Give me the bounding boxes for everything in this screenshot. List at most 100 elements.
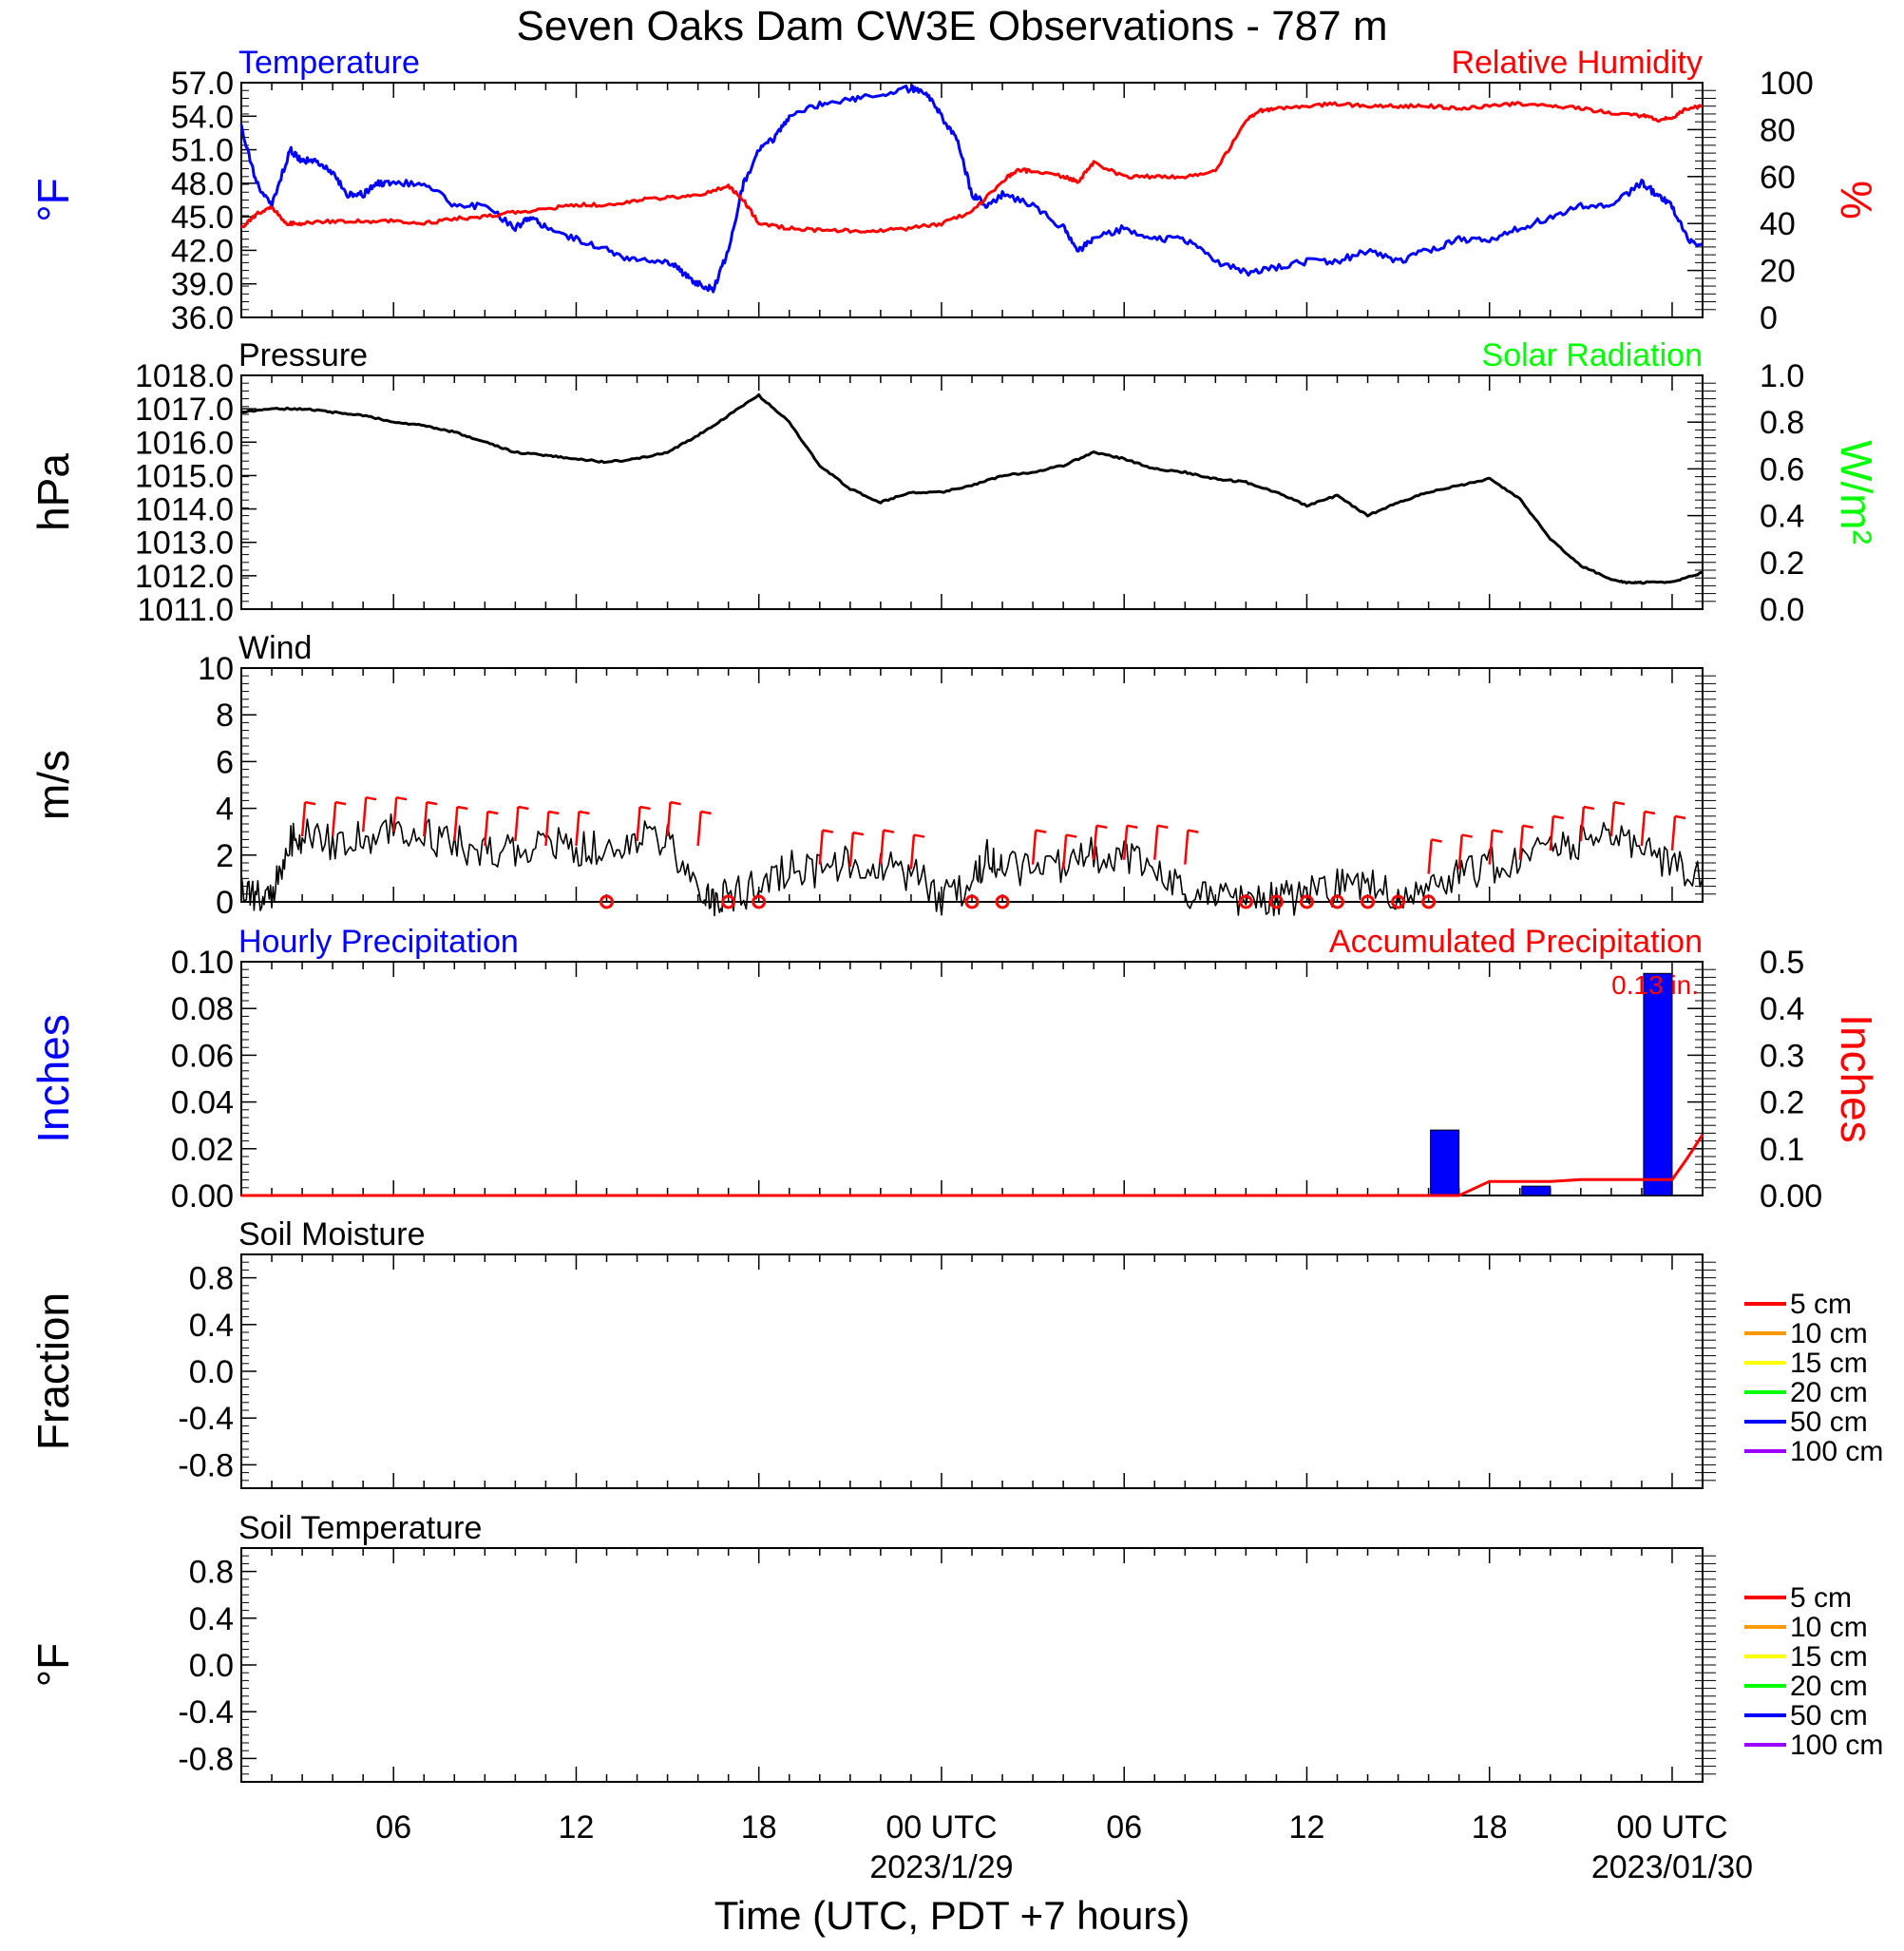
legend-label: 20 cm [1790,1377,1868,1408]
wind-barb-flag [1552,814,1565,820]
y-right-tick-label: 0.4 [1760,499,1804,535]
wind-barb [514,806,520,842]
plot-frame [240,1253,1704,1489]
panel-title-left: Soil Moisture [238,1216,426,1253]
legend-label: 5 cm [1790,1289,1852,1320]
pressure-line [240,392,1704,585]
y-tick-label: 51.0 [171,133,234,169]
wind-speed-line [240,813,1704,917]
hourly-precip-bar [1643,972,1673,1196]
y-right-tick-label: 100 [1760,66,1814,102]
y-right-tick-label: 0.6 [1760,451,1804,488]
humidity-line [240,101,1704,234]
calm-wind-marker [752,894,767,909]
y-axis-title-right: Inches [1832,1014,1881,1143]
calm-wind-marker [1391,894,1406,909]
wind-barb-flag [1492,829,1503,833]
legend-label: 100 cm [1790,1436,1883,1467]
legend-label: 10 cm [1790,1318,1868,1349]
calm-wind-marker [995,894,1010,909]
y-axis-title-left: Fraction [29,1292,78,1450]
legend-label: 50 cm [1790,1406,1868,1438]
plot-frame [240,1547,1704,1783]
wind-barb-flag [1431,838,1442,843]
wind-barb [1518,825,1524,860]
y-right-tick-label: 20 [1760,254,1796,290]
wind-barb [484,811,489,847]
wind-barb-flag [304,800,316,806]
wind-barb-flag [913,833,925,838]
chart-title: Seven Oaks Dam CW3E Observations - 787 m [517,3,1388,49]
y-tick-label: -0.8 [178,1447,234,1483]
wind-barb-flag [395,795,408,801]
panel-title-left: Hourly Precipitation [238,924,519,960]
wind-barb [1153,825,1159,860]
y-tick-label: 6 [216,744,234,780]
y-tick-label: -0.4 [178,1401,234,1437]
panel-title-right: Accumulated Precipitation [1329,924,1703,960]
y-tick-label: 0 [216,885,234,921]
wind-barb-flag [548,810,560,815]
y-tick-label: 45.0 [171,200,234,236]
calm-wind-marker [1268,894,1284,909]
wind-barb [575,811,581,847]
wind-barb [1184,830,1190,865]
wind-barb [1122,825,1129,860]
wind-barb [361,797,368,832]
y-tick-label: 39.0 [171,267,234,303]
panel-temperature: 57.054.051.048.045.042.039.036.0 100 80 60 4… [29,45,1881,336]
wind-barb-flag [1613,800,1626,806]
x-axis-label: Time (UTC, PDT +7 hours) [714,1893,1190,1938]
calm-wind-marker [1238,894,1253,909]
hourly-precip-bar [1521,1185,1552,1196]
panel-wind: 10 8 6 4 2 0 Wind m/s [29,630,1716,921]
wind-barb [331,802,337,837]
wind-barb-flag [1188,829,1199,833]
x-tick-label: 12 [559,1809,595,1846]
calm-wind-marker [1361,894,1376,909]
legend-label: 5 cm [1790,1582,1852,1614]
y-right-tick-label: 40 [1760,206,1796,242]
wind-barb-flag [1065,833,1077,838]
y-tick-label: 0.06 [171,1038,234,1074]
y-right-tick-label: 60 [1760,160,1796,196]
y-tick-label: 0.0 [189,1354,234,1390]
panels: 57.054.051.048.045.042.039.036.010080604… [29,45,1883,1783]
wind-barb-flag [883,829,895,833]
legend-label: 15 cm [1790,1641,1868,1673]
x-tick-label: 00 UTC [885,1809,997,1846]
y-right-tick-label: 0.0 [1760,592,1804,628]
y-tick-label: 57.0 [171,66,234,102]
y-tick-label: 0.4 [189,1308,234,1344]
wind-barb [879,830,885,865]
legend-label: 100 cm [1790,1730,1883,1761]
y-right-tick-label: 0.3 [1760,1038,1804,1074]
y-right-tick-label: 0.4 [1760,991,1804,1027]
y-axis-title-left: Inches [29,1014,78,1143]
wind-barb [636,806,641,842]
calm-wind-marker [600,894,614,909]
y-tick-label: 10 [198,651,234,687]
y-tick-label: 1018.0 [135,358,234,394]
panel-title-left: Soil Temperature [238,1510,482,1546]
wind-barb-flag [1522,824,1533,829]
wind-barb [696,811,702,847]
x-date-label: 2023/01/30 [1591,1849,1753,1885]
wind-barb-flag [1644,810,1656,815]
wind-barb [848,832,855,868]
wind-barb-flag [334,800,347,806]
y-tick-label: 4 [216,792,234,828]
y-tick-label: -0.4 [178,1694,234,1731]
plot-frame [240,961,1704,1196]
wind-barb-flag [518,805,529,811]
legend-label: 10 cm [1790,1612,1868,1643]
y-right-tick-label: 0 [1760,300,1778,336]
wind-barb-flag [1095,824,1108,829]
x-tick-label: 06 [375,1809,411,1846]
y-tick-label: 0.02 [171,1132,234,1168]
legend-label: 15 cm [1790,1348,1868,1379]
y-right-tick-label: 0.1 [1760,1132,1804,1168]
y-right-tick-label: 0.8 [1760,405,1804,441]
wind-barb-flag [852,831,865,836]
y-tick-label: -0.8 [178,1741,234,1777]
